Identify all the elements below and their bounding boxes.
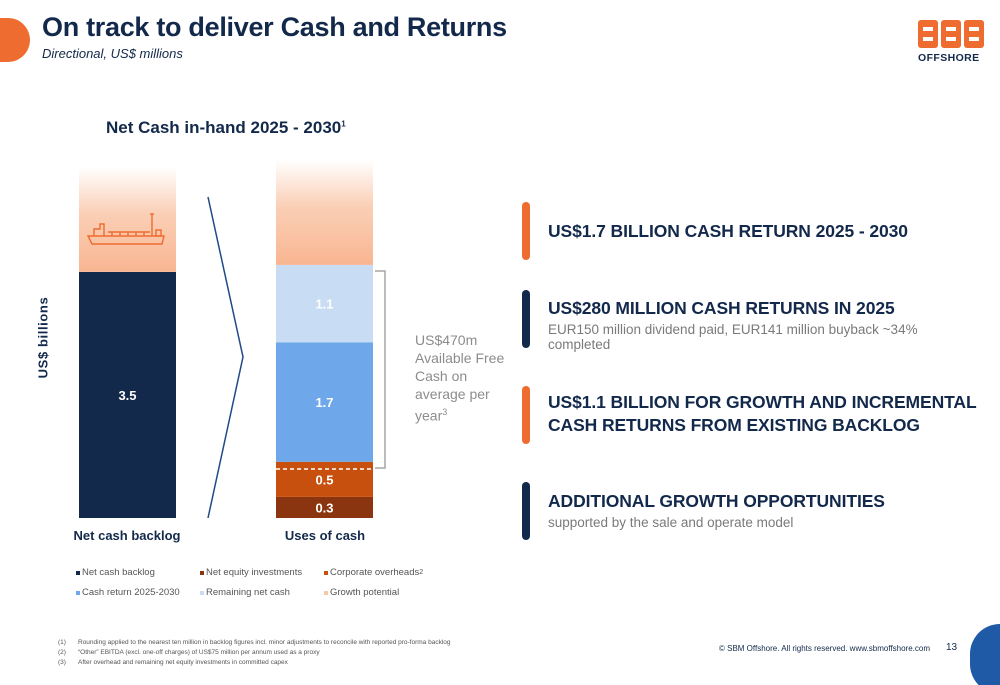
- legend-item-net-cash-backlog: Net cash backlog: [76, 567, 155, 578]
- y-axis-label: US$ billions: [35, 296, 51, 379]
- callout-subtext: EUR150 million dividend paid, EUR141 mil…: [548, 322, 918, 352]
- page-subtitle: Directional, US$ millions: [42, 46, 183, 61]
- chart-title-text: Net Cash in-hand 2025 - 2030: [106, 118, 342, 137]
- free-cash-note: US$470m Available Free Cash on average p…: [415, 331, 515, 425]
- bar-value-label: 1.1: [315, 297, 333, 312]
- callout-subtext: supported by the sale and operate model: [548, 515, 794, 530]
- legend-label: Growth potential: [330, 587, 400, 598]
- legend-swatch: [76, 570, 80, 575]
- callout-accent-bar: [522, 290, 530, 348]
- callout-accent-bar: [522, 482, 530, 540]
- x-category-label-uses-of-cash: Uses of cash: [285, 528, 365, 543]
- legend-swatch: [324, 570, 328, 575]
- footnote-number: (3): [58, 659, 66, 666]
- page-title: On track to deliver Cash and Returns: [42, 12, 507, 42]
- legend-swatch: [324, 590, 328, 595]
- footnote-number: (2): [58, 649, 66, 656]
- footnote: (2) “Other” EBITDA (excl. one-off charges…: [58, 648, 451, 658]
- footnote: (3) After overhead and remaining net equi…: [58, 658, 451, 668]
- bar-segment-growth-potential: [276, 159, 373, 265]
- callout-accent-bar: [522, 202, 530, 260]
- fpso-ship-icon: [86, 213, 165, 245]
- bar-value-label: 0.5: [315, 472, 333, 487]
- callout-heading: US$280 MILLION CASH RETURNS IN 2025: [548, 298, 895, 318]
- bar-value-label: 3.5: [118, 388, 136, 403]
- free-cash-note-text: US$470m Available Free Cash on average p…: [415, 332, 505, 424]
- bar-segment-cash-return-2025-2030: [276, 342, 373, 462]
- bar-value-label: 1.7: [315, 395, 333, 410]
- free-cash-bracket: [375, 270, 386, 469]
- callout-heading: ADDITIONAL GROWTH OPPORTUNITIES: [548, 491, 885, 511]
- bar-segment-net-equity-investments: [276, 496, 373, 518]
- legend-swatch: [200, 590, 204, 595]
- bar-segment-net-cash-backlog: [79, 272, 176, 518]
- bar-segment-corporate-overheads: [276, 461, 373, 497]
- legend-item-remaining-net-cash: Remaining net cash: [200, 587, 290, 598]
- company-logo: OFFSHORE: [918, 20, 986, 66]
- footnote-text: “Other” EBITDA (excl. one-off charges) o…: [78, 649, 320, 656]
- bar-segment-growth-potential: [79, 166, 176, 272]
- footnote: (1) Rounding applied to the nearest ten m…: [58, 638, 451, 648]
- legend-label: Cash return 2025-2030: [82, 587, 180, 598]
- stacked-bar-chart: 3.5 0.3 0.5 1.7 1.1 Net cash backlog Uses of…: [74, 159, 386, 543]
- flow-chevron: [207, 196, 244, 519]
- legend-swatch: [200, 570, 204, 575]
- bar-value-label: 0.3: [315, 501, 333, 516]
- callout-heading: US$1.1 BILLION FOR GROWTH AND INCREMENTA…: [548, 392, 977, 435]
- page-number: 13: [946, 642, 958, 653]
- legend-item-corporate-overheads: Corporate overheads 2: [324, 567, 423, 578]
- footnotes: (1) Rounding applied to the nearest ten m…: [58, 638, 451, 668]
- legend-swatch: [76, 590, 80, 595]
- legend-item-net-equity-investments: Net equity investments: [200, 567, 302, 578]
- legend-footnote: 2: [419, 569, 424, 576]
- footnote-text: After overhead and remaining net equity …: [78, 659, 288, 666]
- corner-decoration-orange: [0, 18, 30, 62]
- callout-heading: US$1.7 BILLION CASH RETURN 2025 - 2030: [548, 221, 908, 241]
- x-category-label-net-cash-backlog: Net cash backlog: [74, 528, 181, 543]
- corner-decoration-blue: [970, 624, 1000, 685]
- legend-item-cash-return: Cash return 2025-2030: [76, 587, 180, 598]
- chart-title: Net Cash in-hand 2025 - 20301: [106, 118, 346, 138]
- legend-item-growth-potential: Growth potential: [324, 587, 399, 598]
- legend-label: Net equity investments: [206, 567, 303, 578]
- callout-accent-bar: [522, 386, 530, 444]
- free-cash-note-footnote: 3: [442, 407, 448, 417]
- chart-title-footnote: 1: [341, 119, 346, 129]
- logo-text: OFFSHORE: [918, 52, 980, 64]
- legend-label: Corporate overheads: [330, 567, 420, 578]
- copyright-link[interactable]: © SBM Offshore. All rights reserved. www…: [719, 644, 931, 653]
- legend-label: Net cash backlog: [82, 567, 155, 578]
- logo-mark: [918, 20, 986, 48]
- footnote-number: (1): [58, 639, 66, 646]
- bar-segment-remaining-net-cash: [276, 264, 373, 343]
- footnote-text: Rounding applied to the nearest ten mill…: [78, 639, 451, 646]
- legend-label: Remaining net cash: [206, 587, 290, 598]
